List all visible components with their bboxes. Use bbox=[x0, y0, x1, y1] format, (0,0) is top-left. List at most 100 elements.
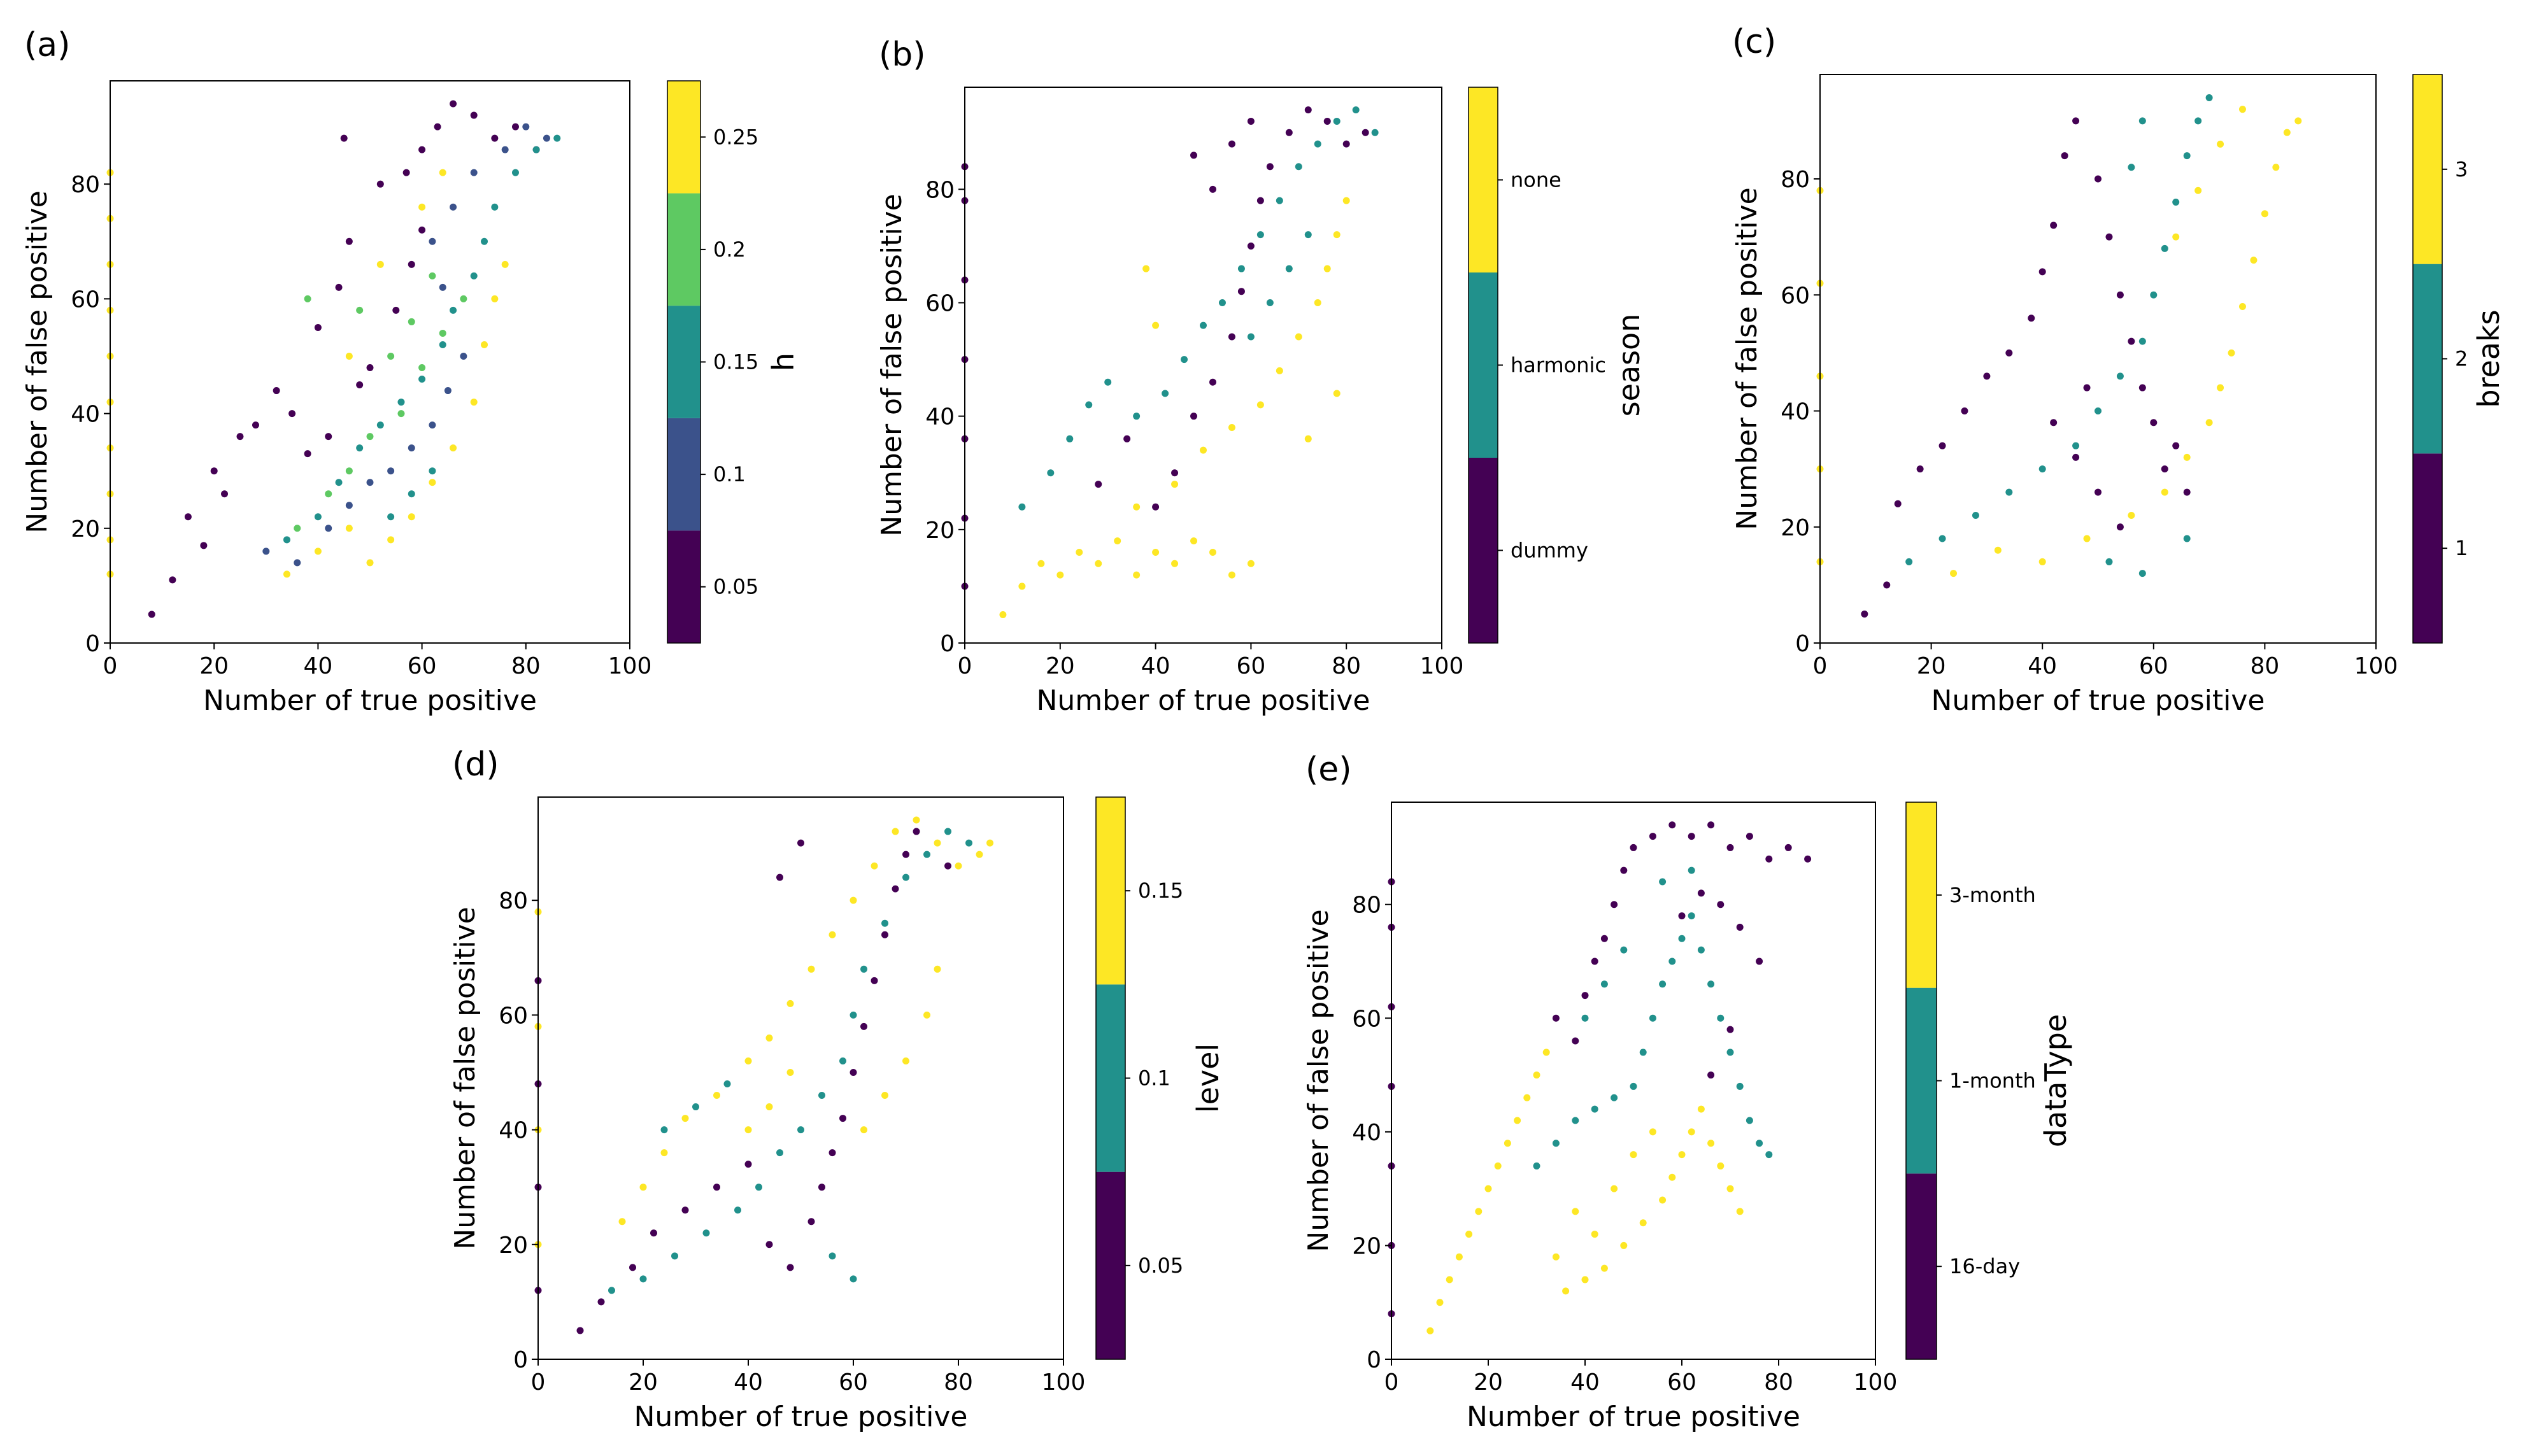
data-point bbox=[2005, 349, 2013, 357]
plot-area bbox=[1820, 74, 2376, 643]
colorbar-segment bbox=[2413, 74, 2442, 264]
data-point bbox=[2161, 465, 2168, 473]
data-point bbox=[913, 828, 920, 835]
data-point bbox=[304, 295, 311, 302]
data-point bbox=[944, 828, 951, 835]
data-point bbox=[345, 502, 353, 509]
data-point bbox=[702, 1229, 710, 1237]
data-point bbox=[2128, 337, 2135, 345]
data-point bbox=[744, 1057, 752, 1064]
data-point bbox=[2183, 453, 2191, 461]
data-point bbox=[1276, 367, 1283, 374]
data-point bbox=[744, 1126, 752, 1134]
data-point bbox=[934, 965, 941, 973]
colorbar-tick-label: 0.25 bbox=[713, 125, 758, 149]
colorbar-label: dataType bbox=[2038, 1014, 2073, 1147]
data-point bbox=[1938, 535, 1946, 542]
data-point bbox=[1056, 571, 1064, 579]
x-tick-label: 40 bbox=[2028, 653, 2057, 679]
data-point bbox=[1678, 912, 1686, 920]
data-point bbox=[2028, 315, 2035, 322]
plot-area bbox=[110, 81, 630, 643]
data-point bbox=[1552, 1140, 1560, 1147]
data-point bbox=[639, 1184, 647, 1191]
data-point bbox=[418, 146, 426, 153]
data-point bbox=[1678, 935, 1686, 942]
data-point bbox=[1323, 265, 1331, 272]
data-point bbox=[470, 169, 478, 176]
data-point bbox=[2172, 198, 2180, 206]
x-tick-label: 0 bbox=[531, 1369, 546, 1396]
data-point bbox=[1266, 163, 1274, 171]
data-point bbox=[169, 576, 176, 584]
y-tick-label: 20 bbox=[499, 1233, 528, 1259]
data-point bbox=[1504, 1140, 1511, 1147]
data-point bbox=[2172, 233, 2180, 241]
data-point bbox=[1533, 1071, 1540, 1079]
series-0.15 bbox=[283, 134, 561, 544]
axes-frame bbox=[537, 796, 1064, 1360]
data-point bbox=[314, 548, 322, 555]
x-tick-label: 60 bbox=[2139, 653, 2168, 679]
panel-label: (d) bbox=[452, 746, 499, 784]
data-point bbox=[2261, 210, 2268, 218]
data-point bbox=[200, 542, 208, 549]
data-point bbox=[1076, 548, 1083, 556]
data-point bbox=[744, 1161, 752, 1168]
data-point bbox=[713, 1184, 720, 1191]
data-point bbox=[397, 399, 405, 406]
data-point bbox=[2038, 465, 2046, 473]
data-point bbox=[283, 536, 290, 544]
x-tick-label: 80 bbox=[1332, 653, 1361, 679]
data-point bbox=[1018, 503, 1026, 511]
data-point bbox=[2238, 106, 2246, 113]
data-point bbox=[491, 203, 499, 211]
data-point bbox=[1171, 469, 1179, 477]
data-point bbox=[376, 260, 384, 268]
data-point bbox=[1736, 923, 1744, 931]
y-tick-label: 60 bbox=[1352, 1006, 1381, 1032]
data-point bbox=[839, 1057, 846, 1064]
data-point bbox=[1581, 992, 1589, 1000]
data-point bbox=[210, 467, 218, 475]
x-axis-label: Number of true positive bbox=[634, 1401, 967, 1433]
data-point bbox=[1630, 844, 1637, 851]
panel-label: (a) bbox=[24, 26, 70, 64]
data-point bbox=[1304, 106, 1312, 114]
data-point bbox=[629, 1264, 636, 1271]
data-point bbox=[765, 1241, 773, 1248]
data-point bbox=[304, 450, 311, 458]
data-point bbox=[1736, 1208, 1744, 1215]
data-point bbox=[1323, 117, 1331, 125]
data-point bbox=[366, 479, 374, 486]
data-point bbox=[1861, 610, 1868, 618]
data-point bbox=[1542, 1049, 1550, 1056]
y-tick-label: 80 bbox=[925, 177, 955, 203]
y-tick-label: 60 bbox=[71, 286, 100, 313]
data-point bbox=[1688, 1128, 1695, 1136]
data-point bbox=[1190, 537, 1198, 545]
data-point bbox=[1352, 106, 1360, 114]
data-point bbox=[2194, 187, 2202, 194]
data-point bbox=[294, 525, 301, 532]
series-none bbox=[999, 197, 1350, 618]
data-point bbox=[1446, 1276, 1453, 1283]
data-point bbox=[408, 444, 415, 452]
data-point bbox=[1765, 1151, 1773, 1159]
colorbar-tick-label: 0.1 bbox=[713, 462, 746, 486]
data-point bbox=[786, 1000, 794, 1007]
data-point bbox=[1426, 1327, 1434, 1334]
data-point bbox=[408, 318, 415, 325]
data-point bbox=[881, 1092, 888, 1099]
data-point bbox=[850, 1068, 857, 1076]
data-point bbox=[1247, 560, 1255, 567]
plot-area bbox=[1391, 802, 1875, 1359]
y-tick-label: 0 bbox=[85, 631, 100, 657]
data-point bbox=[1218, 299, 1226, 307]
data-point bbox=[1371, 129, 1379, 136]
y-tick-label: 60 bbox=[925, 291, 955, 317]
data-point bbox=[376, 180, 384, 188]
x-tick-label: 40 bbox=[303, 653, 332, 679]
data-point bbox=[923, 851, 930, 858]
data-point bbox=[1152, 548, 1160, 556]
